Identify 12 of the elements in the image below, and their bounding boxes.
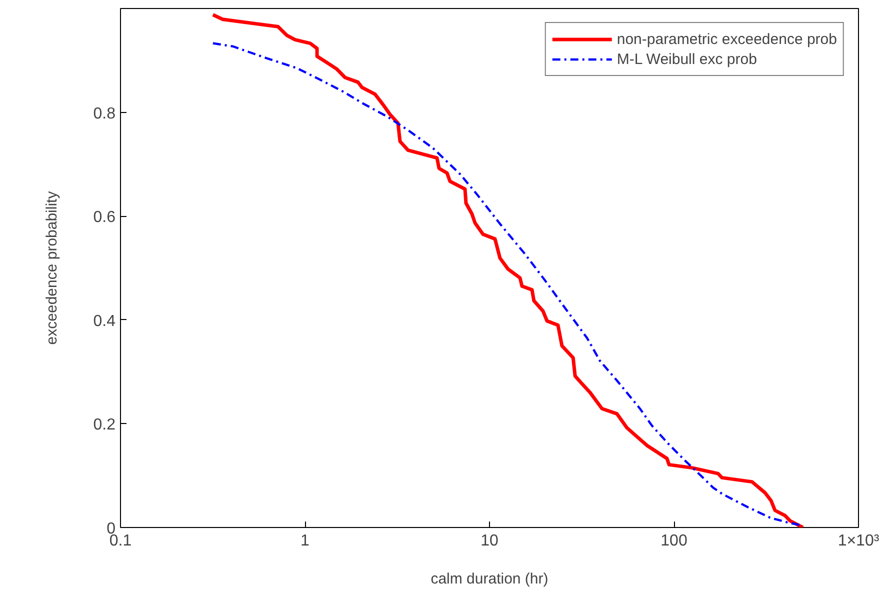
x-tick-label: 10 — [480, 532, 498, 550]
y-axis-title: exceedence probability — [43, 190, 60, 345]
x-tick-label: 1×10³ — [838, 532, 880, 550]
y-tick-label: 0.2 — [93, 416, 116, 434]
x-axis-title: calm duration (hr) — [430, 570, 548, 588]
y-tick-label: 0.6 — [93, 209, 116, 226]
legend-label: M-L Weibull exc prob — [616, 50, 757, 68]
x-tick-label: 1 — [300, 532, 310, 550]
x-tick-label: 100 — [660, 532, 688, 550]
y-tick-label: 0.4 — [93, 312, 116, 330]
y-tick-label: 0.8 — [93, 105, 116, 122]
legend-label: non-parametric exceedence prob — [616, 30, 837, 48]
